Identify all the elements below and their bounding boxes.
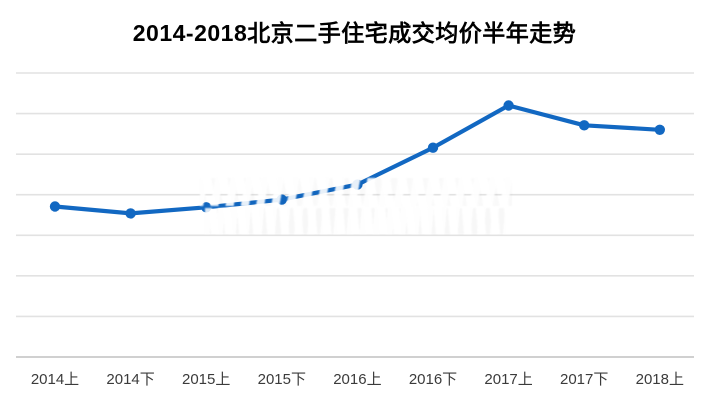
data-point-2015下 xyxy=(276,194,287,205)
x-axis: 2014上 2014下 2015上 2015下 2016上 2016下 2017上 2017下… xyxy=(0,368,709,390)
x-tick-label: 2014下 xyxy=(106,371,155,388)
x-tick-label: 2015下 xyxy=(257,371,306,388)
data-point-2016下 xyxy=(427,142,439,153)
data-point-2018上 xyxy=(654,124,665,135)
x-tick-label: 2014上 xyxy=(30,371,80,388)
x-tick-label: 2015上 xyxy=(182,371,231,388)
data-point-2016上 xyxy=(352,179,363,190)
data-point-2017上 xyxy=(503,100,514,111)
data-point-2017下 xyxy=(579,120,590,131)
x-tick-label: 2018上 xyxy=(635,371,684,388)
x-tick-label: 2017上 xyxy=(484,371,533,388)
x-tick-label: 2017下 xyxy=(560,371,609,388)
x-tick-label: 2016上 xyxy=(333,371,382,388)
price-line xyxy=(52,103,662,216)
data-point-2014下 xyxy=(125,208,136,219)
x-tick-label: 2016下 xyxy=(408,371,458,388)
data-point-2015上 xyxy=(201,202,212,213)
chart-title: 2014-2018北京二手住宅成交均价半年走势 xyxy=(132,20,577,46)
data-point-2014上 xyxy=(49,201,61,212)
